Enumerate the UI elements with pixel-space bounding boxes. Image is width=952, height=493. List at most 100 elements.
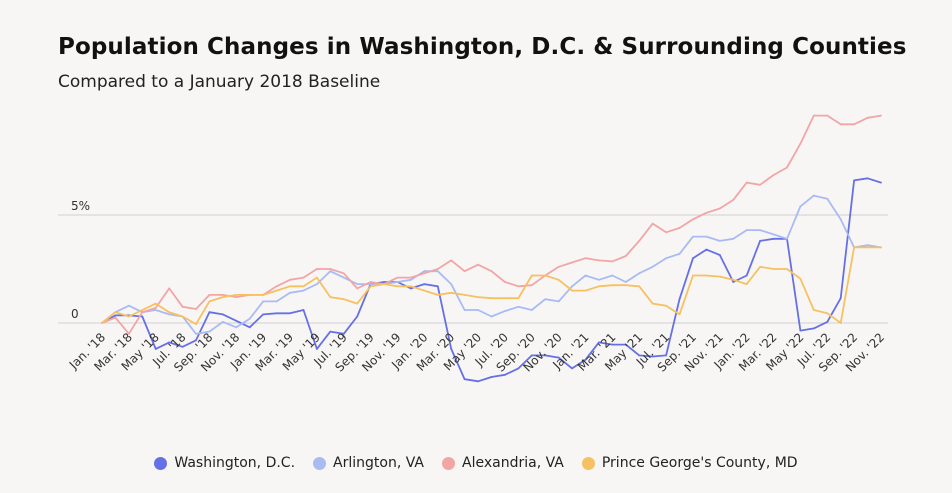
data-point [168, 287, 171, 290]
data-point [853, 246, 856, 249]
data-point [195, 308, 197, 310]
data-point [732, 198, 735, 201]
data-point [436, 294, 439, 296]
data-point [530, 309, 533, 311]
data-point [544, 298, 547, 301]
data-point [557, 278, 560, 281]
data-point [732, 281, 735, 283]
data-point [356, 287, 359, 290]
data-point [584, 274, 587, 277]
data-point [315, 268, 318, 270]
data-point [275, 300, 278, 303]
data-point [705, 274, 708, 277]
data-point [866, 116, 869, 119]
data-point [342, 272, 345, 275]
data-point [571, 285, 573, 288]
data-point [262, 313, 265, 316]
data-point [651, 222, 654, 225]
legend-label: Alexandria, VA [462, 455, 564, 471]
series-3 [101, 246, 882, 326]
data-point [208, 330, 211, 333]
data-point [302, 289, 305, 292]
data-point [759, 265, 762, 268]
data-point [624, 343, 627, 346]
data-point [638, 285, 641, 288]
data-point [517, 297, 520, 300]
legend-item: Washington, D.C. [154, 455, 295, 471]
data-point [356, 315, 359, 318]
data-point [423, 272, 426, 275]
data-point [598, 341, 600, 344]
data-point [718, 275, 721, 278]
data-point [504, 373, 506, 376]
data-point [275, 285, 278, 288]
data-point [839, 123, 842, 126]
data-point [651, 302, 654, 305]
data-point [812, 114, 815, 117]
data-point [410, 287, 412, 290]
data-point [302, 309, 305, 311]
data-point [490, 270, 493, 273]
data-point [329, 330, 332, 333]
data-point [772, 268, 775, 270]
data-point [705, 248, 708, 251]
data-point [369, 281, 372, 283]
data-point [315, 276, 318, 279]
data-point [383, 281, 385, 283]
legend-label: Arlington, VA [333, 455, 425, 471]
legend: Washington, D.C. Arlington, VA Alexandria,… [0, 455, 952, 471]
data-point [195, 339, 197, 342]
data-point [678, 252, 681, 255]
data-point [275, 312, 278, 315]
data-point [745, 181, 748, 184]
data-point [651, 265, 654, 268]
data-point [423, 283, 426, 286]
series-line [101, 114, 882, 335]
data-point [396, 285, 399, 288]
data-point [839, 322, 842, 324]
data-point [826, 312, 829, 315]
data-point [356, 283, 359, 286]
data-point [812, 327, 815, 330]
data-point [665, 354, 668, 357]
data-point [450, 283, 453, 286]
data-point [692, 274, 694, 277]
data-point [651, 355, 654, 358]
data-point [544, 274, 547, 277]
data-point [262, 294, 265, 296]
data-point [221, 296, 224, 298]
data-point [772, 174, 775, 176]
data-point [154, 309, 157, 311]
data-point [692, 235, 694, 238]
data-point [342, 332, 345, 335]
data-point [786, 166, 788, 169]
data-point [450, 348, 453, 350]
data-point [705, 211, 708, 214]
data-point [812, 309, 815, 311]
data-point [262, 300, 265, 303]
data-point [181, 345, 184, 348]
data-point [221, 321, 224, 323]
legend-marker [313, 456, 327, 470]
data-point [504, 281, 506, 283]
data-point [315, 283, 318, 286]
data-point [168, 341, 171, 344]
legend-item: Alexandria, VA [442, 455, 564, 471]
data-point [557, 300, 560, 303]
data-point [369, 285, 372, 288]
data-point [678, 313, 681, 316]
data-point [718, 254, 721, 256]
data-point [759, 183, 762, 186]
data-point [826, 114, 829, 117]
data-point [289, 291, 291, 294]
data-point [248, 294, 251, 296]
data-point [463, 309, 466, 311]
legend-item: Arlington, VA [313, 455, 424, 471]
data-point [598, 259, 600, 262]
data-point [812, 194, 815, 197]
legend-label: Prince George's County, MD [601, 455, 798, 471]
data-point [127, 315, 130, 318]
data-point [423, 289, 426, 292]
data-point [611, 260, 614, 263]
